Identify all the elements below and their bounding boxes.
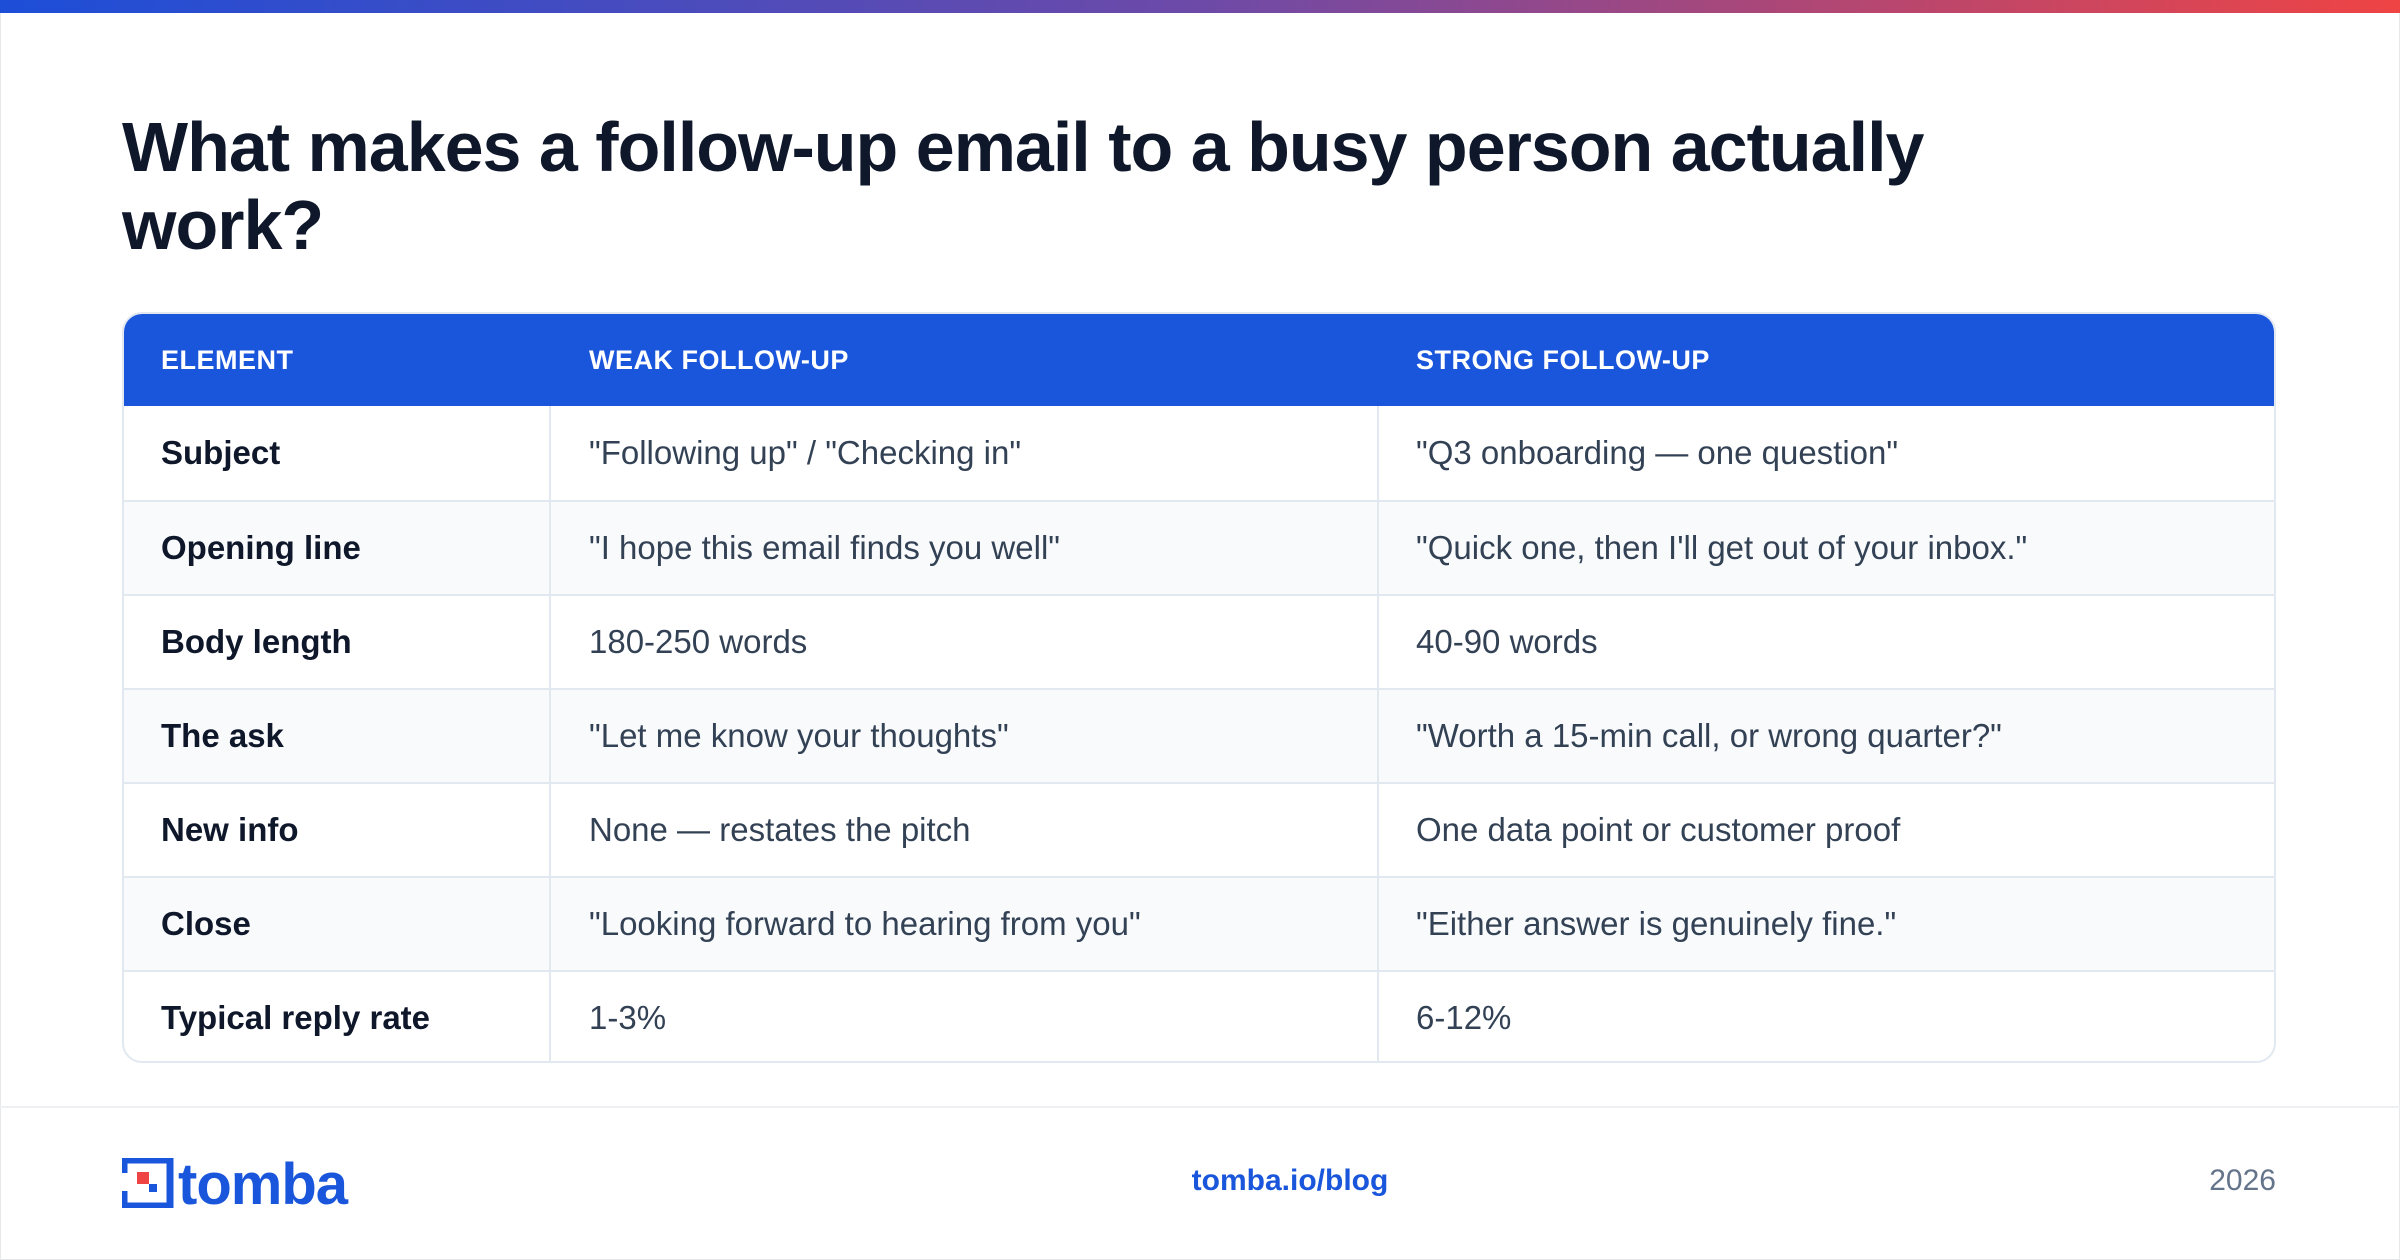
row-weak: 1-3% <box>551 972 1379 1061</box>
row-strong: 40-90 words <box>1416 623 1598 660</box>
row-weak: "Looking forward to hearing from you" <box>551 878 1379 970</box>
row-weak: "Let me know your thoughts" <box>551 690 1379 782</box>
header-strong: STRONG FOLLOW-UP <box>1416 344 1710 375</box>
row-strong: 6-12% <box>1416 999 1512 1036</box>
table-row: Subject "Following up" / "Checking in" "… <box>124 406 2274 500</box>
table-row: Body length 180-250 words 40-90 words <box>124 594 2274 688</box>
row-element: Typical reply rate <box>124 972 551 1061</box>
top-gradient-bar <box>0 0 2400 13</box>
row-strong: One data point or customer proof <box>1416 811 1901 848</box>
row-element: New info <box>124 784 551 876</box>
row-element: Opening line <box>124 502 551 594</box>
footer-divider <box>0 1106 2400 1108</box>
row-strong: "Worth a 15-min call, or wrong quarter?" <box>1416 717 2002 754</box>
row-strong: "Either answer is genuinely fine." <box>1416 905 1897 942</box>
footer-year: 2026 <box>2209 1164 2276 1197</box>
row-element: Close <box>124 878 551 970</box>
header-element: ELEMENT <box>161 344 294 375</box>
logo-text: tomba <box>178 1152 348 1217</box>
table-body: Subject "Following up" / "Checking in" "… <box>124 406 2274 1061</box>
comparison-table: ELEMENT WEAK FOLLOW-UP STRONG FOLLOW-UP … <box>122 312 2276 1063</box>
row-strong: "Q3 onboarding — one question" <box>1416 434 1899 471</box>
table-row: Close "Looking forward to hearing from y… <box>124 876 2274 970</box>
page-title: What makes a follow-up email to a busy p… <box>122 108 1924 264</box>
table-row: Typical reply rate 1-3% 6-12% <box>124 970 2274 1061</box>
table-header: ELEMENT WEAK FOLLOW-UP STRONG FOLLOW-UP <box>124 314 2274 406</box>
row-weak: "I hope this email finds you well" <box>551 502 1379 594</box>
header-weak: WEAK FOLLOW-UP <box>589 344 849 375</box>
table-row: Opening line "I hope this email finds yo… <box>124 500 2274 594</box>
table-row: New info None — restates the pitch One d… <box>124 782 2274 876</box>
tomba-logo-icon <box>120 1156 174 1213</box>
row-weak: 180-250 words <box>551 596 1379 688</box>
table-row: The ask "Let me know your thoughts" "Wor… <box>124 688 2274 782</box>
row-strong: "Quick one, then I'll get out of your in… <box>1416 529 2028 566</box>
row-weak: None — restates the pitch <box>551 784 1379 876</box>
row-element: Subject <box>124 406 551 500</box>
row-weak: "Following up" / "Checking in" <box>551 406 1379 500</box>
blog-link[interactable]: tomba.io/blog <box>1191 1164 1389 1197</box>
row-element: Body length <box>124 596 551 688</box>
tomba-logo[interactable]: tomba <box>120 1152 348 1217</box>
row-element: The ask <box>124 690 551 782</box>
